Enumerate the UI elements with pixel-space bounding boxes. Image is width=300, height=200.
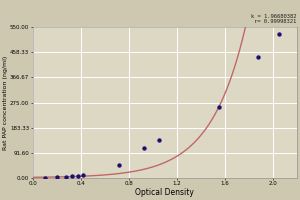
Point (156, 138, 161, 142)
Point (117, 163, 122, 167)
Point (216, 106, 221, 109)
Point (142, 146, 147, 149)
Point (42, 176, 47, 179)
Point (76, 174, 81, 177)
Y-axis label: Rat PAP concentration (ng/ml): Rat PAP concentration (ng/ml) (4, 55, 8, 150)
Point (256, 56, 260, 59)
Point (64, 175, 69, 179)
Text: k = 1.96680382
r= 0.99998321: k = 1.96680382 r= 0.99998321 (251, 14, 296, 24)
X-axis label: Optical Density: Optical Density (135, 188, 194, 197)
Point (54, 176, 59, 179)
Point (276, 33, 281, 36)
Point (81, 173, 85, 177)
Point (70, 175, 75, 178)
